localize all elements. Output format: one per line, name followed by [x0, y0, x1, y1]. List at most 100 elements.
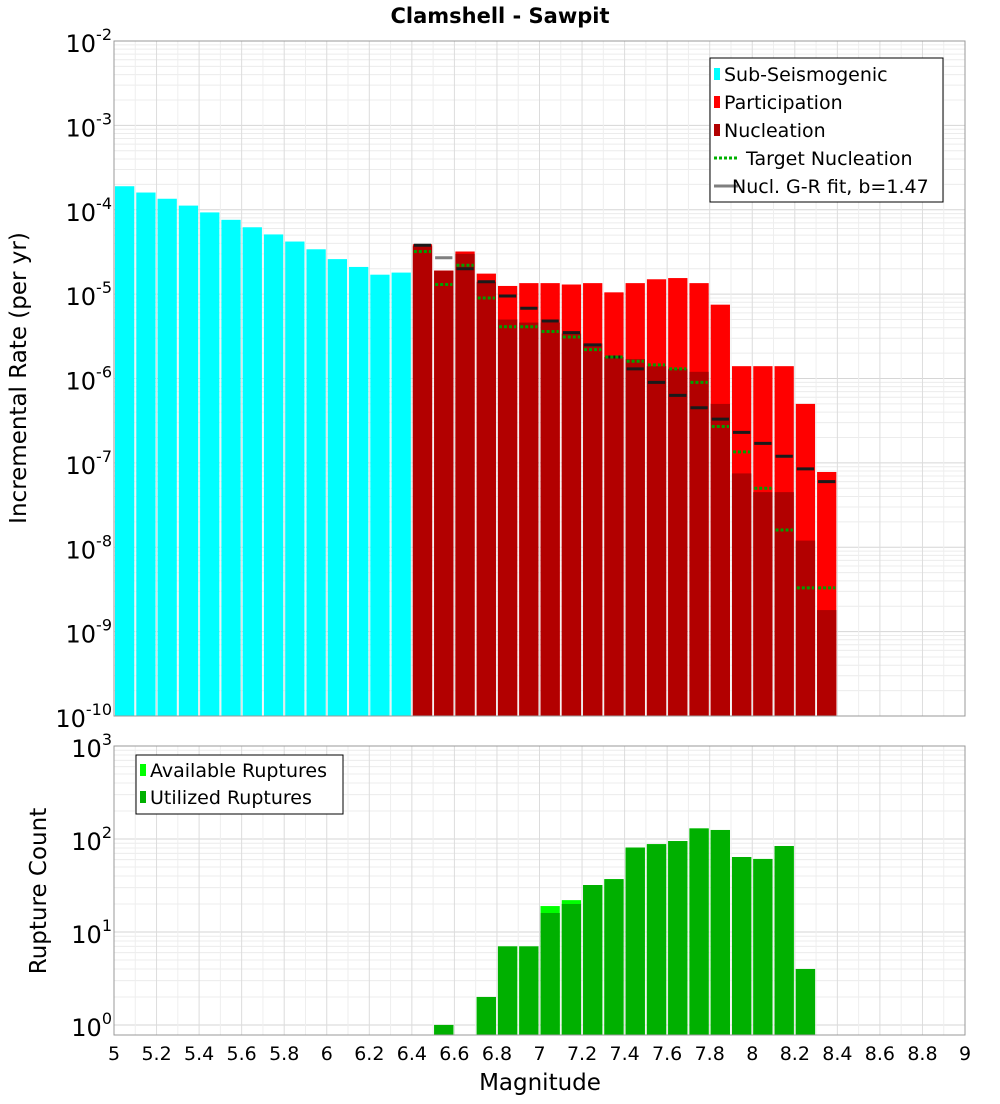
x-tick-label: 6.4 [397, 1043, 427, 1065]
nucleation-bar [540, 322, 560, 716]
top-legend-swatch [714, 96, 720, 108]
bottom-legend-swatch [140, 764, 146, 776]
bottom-y-tick-label: 103 [71, 730, 112, 763]
bottom-legend-swatch [140, 791, 146, 803]
utilized-ruptures-bar [668, 841, 688, 1035]
utilized-ruptures-bar [434, 1024, 454, 1035]
top-legend-label: Nucl. G-R fit, b=1.47 [732, 176, 929, 198]
top-y-tick-label: 10-9 [66, 616, 113, 649]
sub-seismogenic-bar [327, 259, 348, 716]
bottom-plot-border [113, 745, 966, 1036]
top-y-tick-label: 10-10 [55, 700, 112, 733]
top-y-tick-label: 10-6 [66, 363, 113, 396]
utilized-ruptures-bar [774, 846, 794, 1035]
utilized-ruptures-bar [731, 857, 752, 1035]
bottom-y-tick-label: 101 [71, 916, 112, 949]
sub-seismogenic-bar [157, 198, 177, 717]
top-y-tick-label: 10-7 [66, 447, 113, 480]
utilized-ruptures-bar [540, 912, 560, 1035]
top-legend-label: Nucleation [724, 120, 826, 142]
nucleation-bar [519, 322, 539, 716]
nucleation-bar [604, 356, 624, 716]
top-legend-label: Target Nucleation [745, 148, 913, 170]
x-tick-label: 6 [321, 1043, 333, 1065]
x-tick-label: 7.2 [567, 1043, 597, 1065]
utilized-ruptures-bar [519, 946, 539, 1035]
x-tick-label: 7.8 [695, 1043, 725, 1065]
sub-seismogenic-bar [349, 266, 369, 716]
utilized-ruptures-bar [646, 844, 667, 1035]
nucleation-bar [668, 368, 688, 716]
x-tick-label: 6.6 [439, 1043, 469, 1065]
utilized-ruptures-bar [689, 828, 709, 1035]
sub-seismogenic-bar [285, 241, 305, 717]
x-tick-label: 6.2 [354, 1043, 384, 1065]
x-tick-label: 5.2 [141, 1043, 171, 1065]
bottom-legend-label: Utilized Ruptures [150, 787, 312, 809]
nucleation-bar [795, 540, 816, 716]
x-axis-label: Magnitude [479, 1070, 601, 1096]
utilized-ruptures-bar [561, 903, 582, 1035]
nucleation-bar [646, 366, 667, 716]
nucleation-bar [689, 371, 709, 716]
sub-seismogenic-bar [115, 186, 135, 716]
utilized-ruptures-bar [583, 885, 603, 1035]
nucleation-bar [625, 359, 645, 716]
top-legend-label: Sub-Seismogenic [724, 64, 888, 86]
sub-seismogenic-bar [221, 219, 241, 717]
nucleation-bar [583, 343, 603, 716]
nucleation-bar [476, 281, 496, 716]
x-tick-label: 6.8 [482, 1043, 512, 1065]
x-tick-label: 7.4 [609, 1043, 639, 1065]
x-tick-label: 8.4 [822, 1043, 852, 1065]
x-tick-label: 7.6 [652, 1043, 682, 1065]
top-legend-swatch [714, 68, 720, 80]
x-tick-label: 5.6 [227, 1043, 257, 1065]
nucleation-bar [434, 270, 454, 716]
nucleation-bar [710, 403, 730, 716]
bottom-legend-label: Available Ruptures [150, 760, 327, 782]
sub-seismogenic-bar [136, 192, 156, 717]
x-tick-label: 8 [746, 1043, 758, 1065]
utilized-ruptures-bar [795, 968, 816, 1035]
utilized-ruptures-bar [753, 858, 773, 1035]
utilized-ruptures-bar [476, 996, 496, 1035]
top-legend-box [709, 57, 944, 203]
top-y-tick-label: 10-3 [66, 109, 113, 142]
nucleation-bar [753, 492, 773, 716]
sub-seismogenic-bar [178, 205, 199, 716]
chart-title: Clamshell - Sawpit [390, 4, 609, 28]
bottom-y-axis-label: Rupture Count [26, 808, 52, 974]
top-y-tick-label: 10-8 [66, 531, 113, 564]
nucleation-bar [455, 253, 475, 716]
top-y-tick-label: 10-2 [66, 25, 113, 58]
sub-seismogenic-bar [263, 234, 284, 716]
utilized-ruptures-bar [710, 829, 730, 1035]
top-y-axis-label: Incremental Rate (per yr) [6, 232, 32, 524]
bottom-y-tick-label: 102 [71, 823, 112, 856]
x-tick-label: 5.4 [184, 1043, 214, 1065]
x-tick-label: 8.6 [865, 1043, 895, 1065]
bottom-legend-box [135, 754, 344, 815]
utilized-ruptures-bar [604, 879, 624, 1035]
sub-seismogenic-bar [242, 227, 262, 716]
sub-seismogenic-bar [370, 274, 390, 716]
sub-seismogenic-bar [306, 249, 326, 716]
top-legend-label: Participation [724, 92, 843, 114]
x-tick-label: 5.8 [269, 1043, 299, 1065]
top-plot-area: 10-10 10-9 10-8 10-7 10-6 10-5 10-4 10-3 10-2 Sub… [55, 25, 966, 733]
nucleation-bar [497, 319, 518, 716]
top-y-tick-label: 10-5 [66, 278, 113, 311]
x-tick-label: 8.2 [780, 1043, 810, 1065]
nucleation-bar [774, 492, 794, 716]
nucleation-bar [817, 610, 837, 716]
top-y-tick-label: 10-4 [66, 194, 113, 227]
utilized-ruptures-bar [497, 946, 518, 1035]
nucleation-bar [731, 473, 752, 716]
sub-seismogenic-bar [391, 272, 411, 716]
x-tick-label: 9 [959, 1043, 971, 1065]
nucleation-bar [561, 333, 582, 716]
